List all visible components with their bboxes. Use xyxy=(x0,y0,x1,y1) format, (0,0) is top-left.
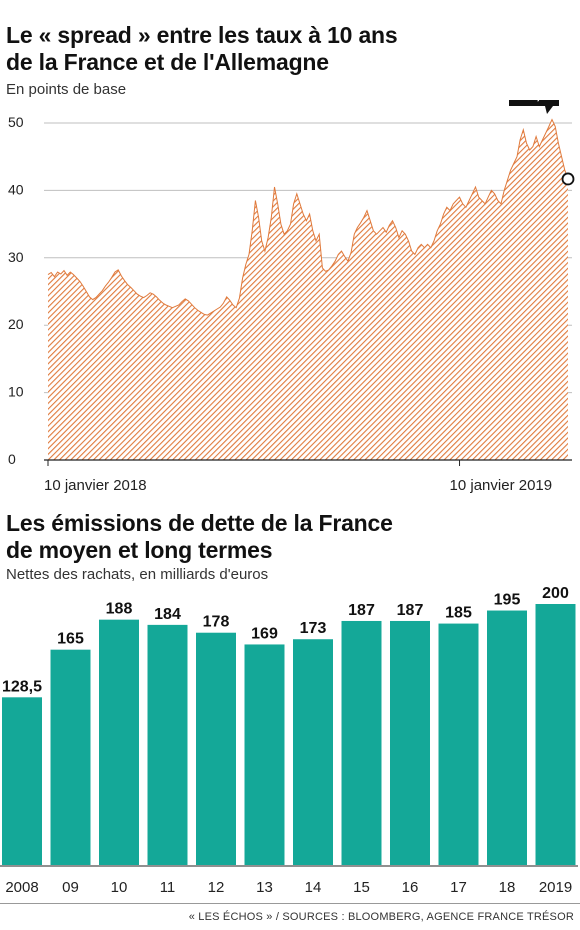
spread-chart-title-line-1: Le « spread » entre les taux à 10 ans xyxy=(6,22,398,48)
bar-18 xyxy=(487,610,527,865)
bar-11 xyxy=(147,624,188,865)
category-label: 09 xyxy=(62,879,79,896)
bar-value-label: 184 xyxy=(154,606,181,623)
last-point-marker xyxy=(561,172,575,186)
debt-chart-title-line-1: Les émissions de dette de la France xyxy=(6,510,393,536)
spread-chart-subtitle: En points de base xyxy=(6,81,127,98)
x-tick-label: 10 janvier 2018 xyxy=(44,477,147,494)
y-tick-label: 50 xyxy=(8,114,24,130)
bar-value-label: 200 xyxy=(542,585,569,602)
callout-box xyxy=(509,100,559,114)
bar-value-label: 128,5 xyxy=(2,678,42,695)
category-label: 11 xyxy=(160,879,176,896)
category-label: 10 xyxy=(111,879,128,896)
debt-chart-title: Les émissions de dette de la France de m… xyxy=(6,510,393,564)
source-credit: « LES ÉCHOS » / SOURCES : BLOOMBERG, AGE… xyxy=(188,911,574,923)
debt-chart-subtitle: Nettes des rachats, en milliards d'euros xyxy=(6,566,269,583)
bar-09 xyxy=(50,649,91,865)
category-label: 2008 xyxy=(5,879,38,896)
category-label: 18 xyxy=(499,879,516,896)
category-label: 14 xyxy=(305,879,322,896)
bar-12 xyxy=(196,632,236,865)
bar-value-label: 178 xyxy=(203,614,230,631)
spread-chart-title-line-2: de la France et de l'Allemagne xyxy=(6,49,329,75)
category-label: 13 xyxy=(256,879,273,896)
bar-value-label: 195 xyxy=(494,592,521,609)
spread-area xyxy=(48,119,568,460)
y-tick-label: 40 xyxy=(8,181,24,197)
bar-value-label: 169 xyxy=(251,625,278,642)
bar-value-label: 187 xyxy=(397,602,424,619)
bar-15 xyxy=(341,620,382,865)
spread-line xyxy=(47,118,569,316)
category-label: 12 xyxy=(208,879,225,896)
bar-value-label: 188 xyxy=(106,601,133,618)
category-label: 16 xyxy=(402,879,419,896)
spread-chart-title: Le « spread » entre les taux à 10 ans de… xyxy=(6,22,398,76)
callout-label: 42,5 xyxy=(519,100,548,103)
callout-42-5: 42,5 xyxy=(509,100,559,114)
y-tick-label: 0 xyxy=(8,451,16,467)
bar-2008 xyxy=(2,697,42,865)
bar-16 xyxy=(390,620,430,865)
y-tick-label: 30 xyxy=(8,249,24,265)
footer-divider xyxy=(0,903,580,904)
bar-value-label: 185 xyxy=(445,605,472,622)
bar-value-label: 165 xyxy=(57,631,84,648)
bar-2019 xyxy=(535,604,576,865)
x-tick-label: 10 janvier 2019 xyxy=(450,477,553,494)
y-tick-label: 20 xyxy=(8,316,24,332)
debt-chart-title-line-2: de moyen et long termes xyxy=(6,537,273,563)
category-label: 2019 xyxy=(539,879,572,896)
bar-10 xyxy=(99,619,139,865)
bar-value-label: 187 xyxy=(348,602,375,619)
bar-14 xyxy=(293,639,333,865)
debt-bar-chart: 128,5 2008 165 09 188 10 184 11 178 12 169 13 173 14 1… xyxy=(0,585,578,896)
y-tick-label: 10 xyxy=(8,384,24,400)
category-label: 17 xyxy=(450,879,467,896)
bar-13 xyxy=(244,644,285,865)
bar-17 xyxy=(438,623,479,865)
spread-area-chart: 0 10 20 30 40 50 10 janvier 2018 10 janvier 201… xyxy=(8,100,575,494)
category-label: 15 xyxy=(353,879,370,896)
bar-value-label: 173 xyxy=(300,620,327,637)
